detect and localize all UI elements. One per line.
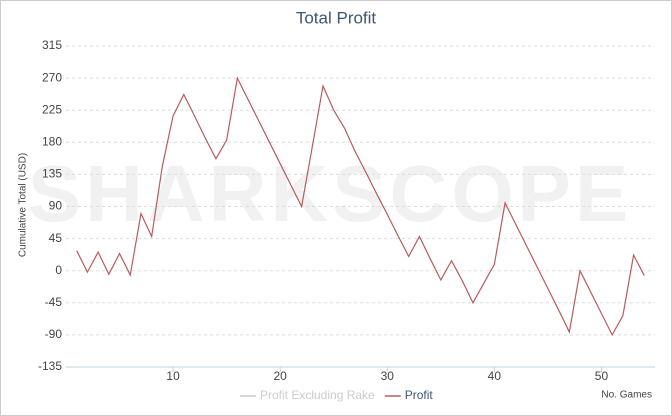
- y-tick-label: 0: [55, 263, 62, 277]
- y-axis-label: Cumulative Total (USD): [18, 153, 29, 257]
- y-tick-label: 135: [42, 167, 62, 181]
- x-tick-label: 10: [166, 369, 180, 383]
- y-tick-label: 45: [49, 231, 63, 245]
- y-tick-label: -45: [45, 295, 63, 309]
- y-tick-label: 90: [49, 199, 63, 213]
- legend-label: Profit: [405, 388, 434, 402]
- chart-title: Total Profit: [296, 8, 377, 27]
- y-tick-label: 180: [42, 134, 62, 148]
- y-tick-label: 225: [42, 102, 62, 116]
- y-tick-label: -90: [45, 327, 63, 341]
- x-tick-label: 30: [381, 369, 395, 383]
- legend-label: Profit Excluding Rake: [260, 388, 375, 402]
- x-axis-label: No. Games: [601, 390, 652, 401]
- watermark: SHARKSCOPE: [28, 149, 633, 238]
- x-tick-label: 50: [595, 369, 609, 383]
- y-tick-label: 315: [42, 38, 62, 52]
- x-tick-label: 40: [488, 369, 502, 383]
- y-tick-label: 270: [42, 70, 62, 84]
- x-tick-label: 20: [274, 369, 288, 383]
- line-series: [76, 76, 645, 337]
- y-tick-label: -135: [38, 359, 62, 373]
